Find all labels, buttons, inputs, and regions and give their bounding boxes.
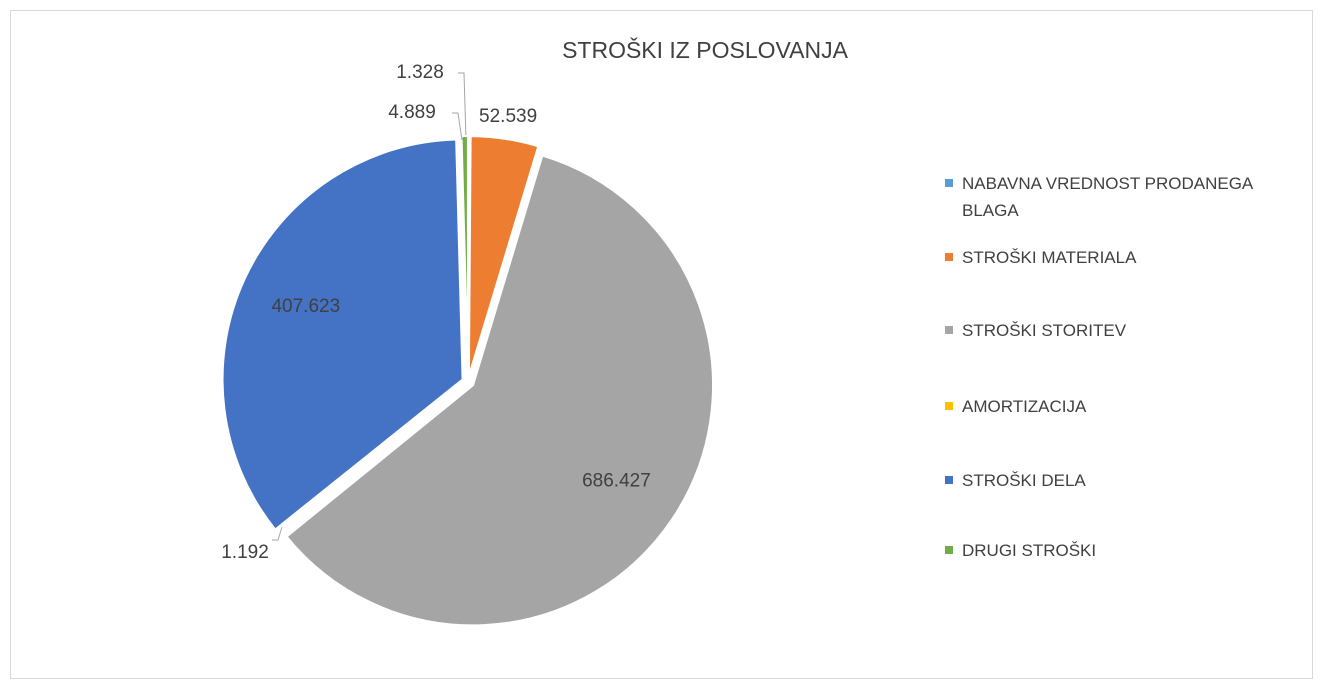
legend-label: NABAVNA VREDNOST PRODANEGA BLAGA <box>962 174 1253 220</box>
data-label: 1.328 <box>396 62 444 83</box>
legend-item: STROŠKI DELA <box>945 467 1305 494</box>
legend-swatch <box>945 179 953 187</box>
legend-item: STROŠKI STORITEV <box>945 317 1305 344</box>
legend-item: NABAVNA VREDNOST PRODANEGA BLAGA <box>945 170 1305 224</box>
leader-line <box>272 526 283 541</box>
legend-item: DRUGI STROŠKI <box>945 537 1305 564</box>
data-label: 686.427 <box>582 471 651 492</box>
data-label: 407.623 <box>271 296 340 317</box>
leader-line <box>452 112 463 141</box>
legend-swatch <box>945 476 953 484</box>
legend-swatch <box>945 546 953 554</box>
pie-slice <box>221 138 464 531</box>
legend-swatch <box>945 326 953 334</box>
legend-item: STROŠKI MATERIALA <box>945 244 1305 271</box>
pie-slice <box>285 154 714 627</box>
pie-slice <box>467 135 540 377</box>
pie-slice <box>274 384 464 539</box>
legend-swatch <box>945 253 953 261</box>
data-label: 52.539 <box>479 106 537 127</box>
legend-label: AMORTIZACIJA <box>962 397 1087 416</box>
data-label: 1.192 <box>221 542 269 563</box>
data-label: 4.889 <box>388 102 436 123</box>
legend-label: STROŠKI MATERIALA <box>962 248 1137 267</box>
legend-swatch <box>945 402 953 410</box>
chart-title: STROŠKI IZ POSLOVANJA <box>562 36 849 63</box>
legend-label: STROŠKI STORITEV <box>962 321 1127 340</box>
legend-item: AMORTIZACIJA <box>945 393 1305 420</box>
legend-label: DRUGI STROŠKI <box>962 541 1097 560</box>
leader-line <box>458 72 467 141</box>
legend-label: STROŠKI DELA <box>962 471 1086 490</box>
